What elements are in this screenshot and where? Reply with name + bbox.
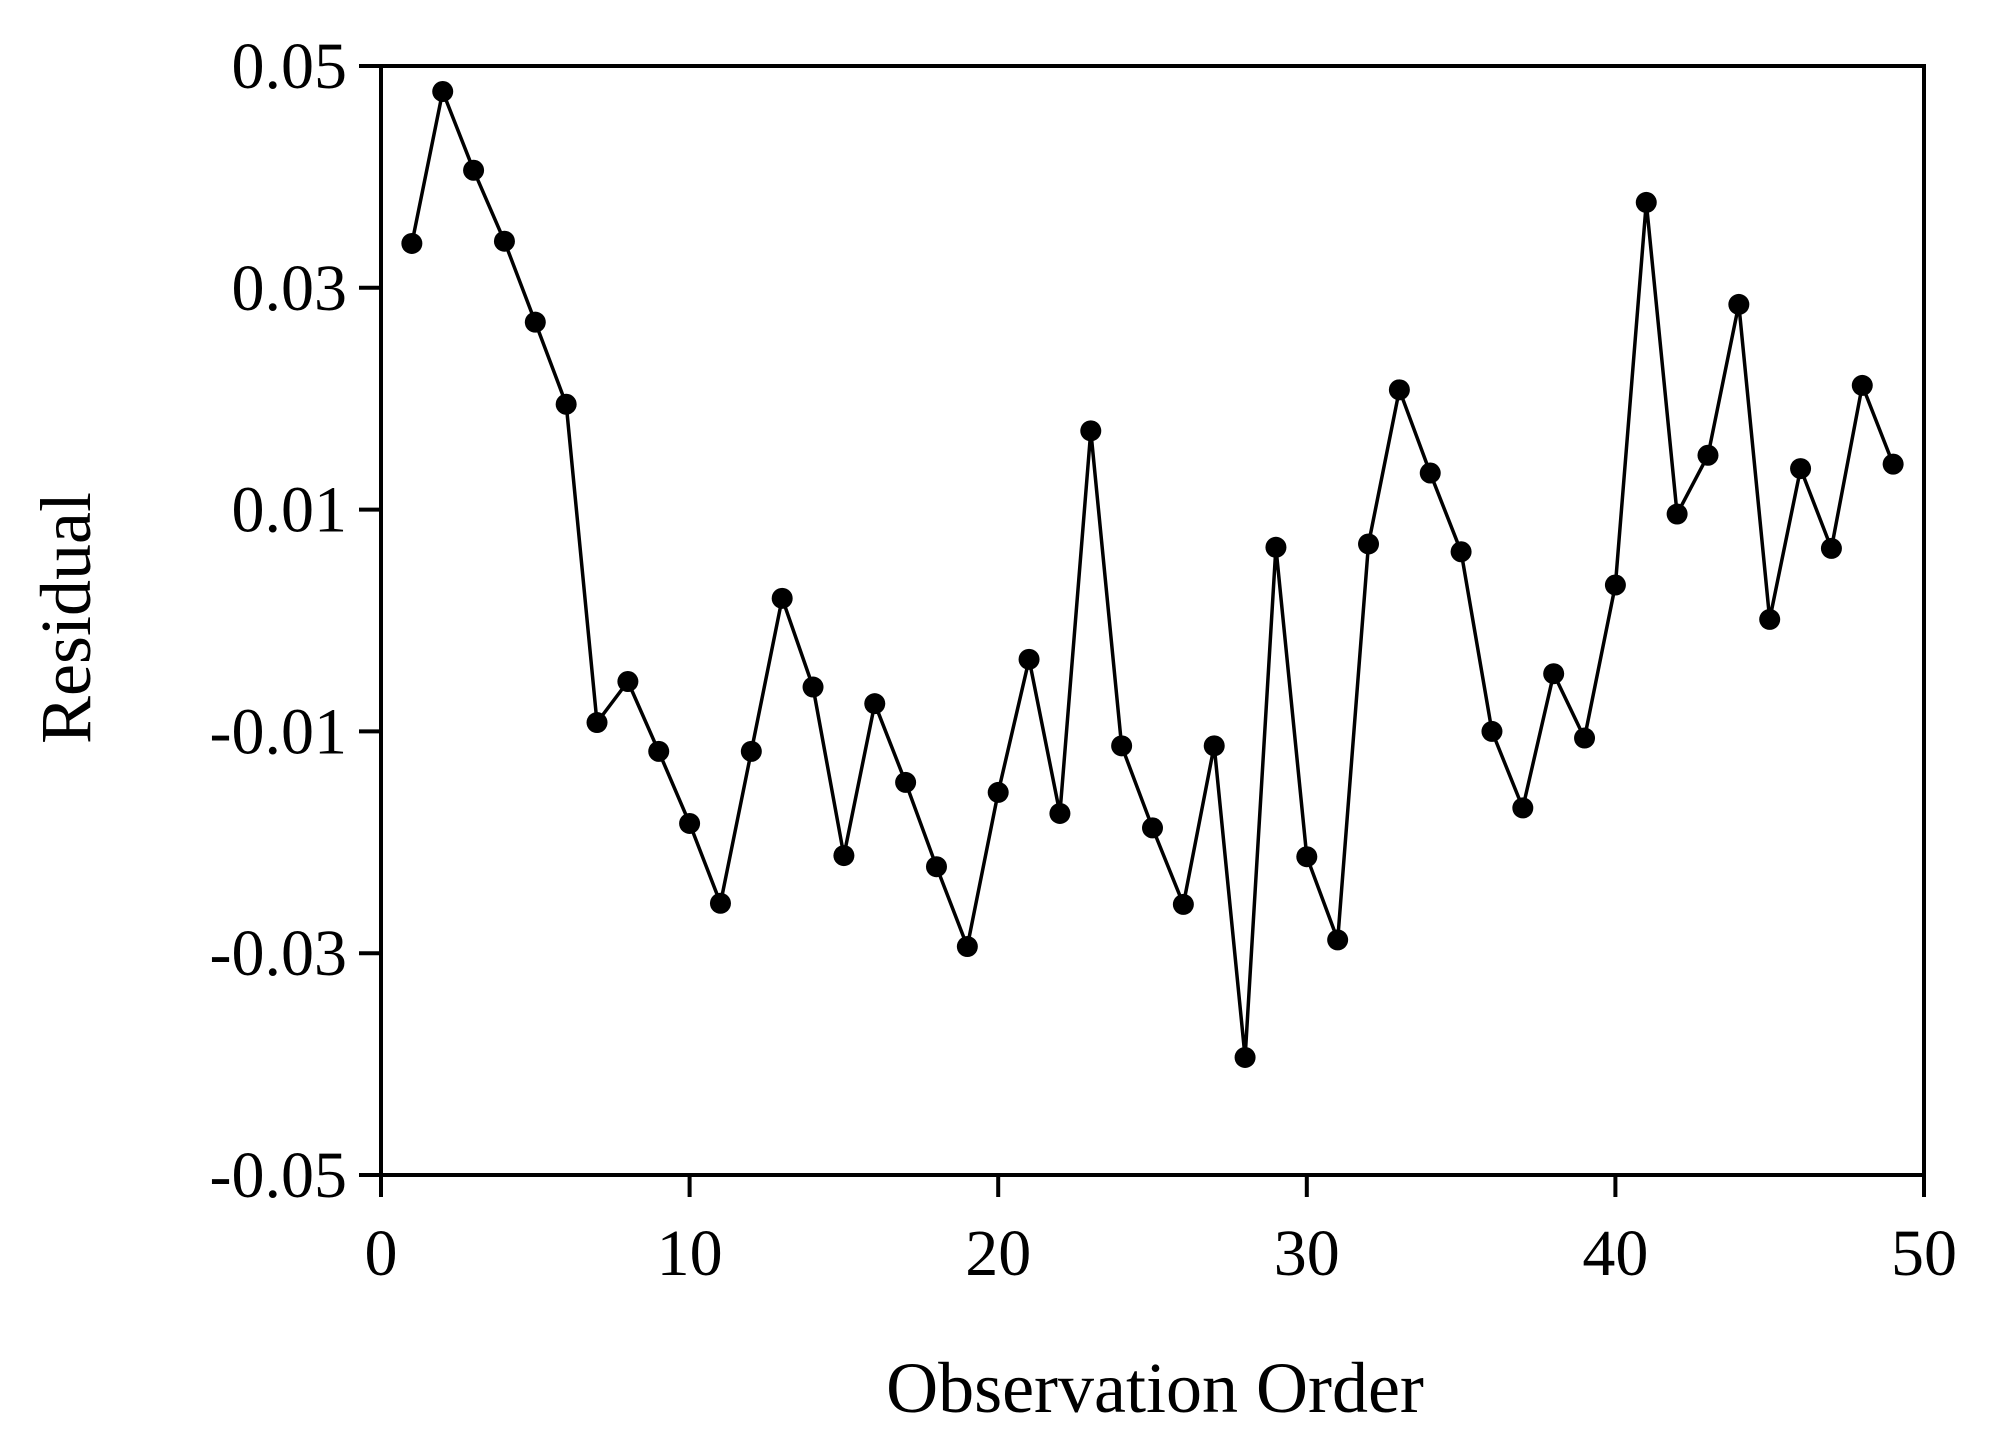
- axes-layer: 0.05 0.03 0.01 -0.01 -0.03 -0.050 10 20 30 40 50: [210, 30, 1957, 1290]
- data-point: [1388, 379, 1410, 401]
- data-point: [1419, 462, 1441, 484]
- data-point: [1759, 608, 1781, 630]
- data-point: [1543, 663, 1565, 685]
- data-point: [1203, 735, 1225, 757]
- data-point: [555, 393, 577, 415]
- y-tick-label: 0.05: [232, 30, 348, 103]
- y-tick-label: -0.03: [210, 917, 347, 990]
- data-point: [1728, 293, 1750, 315]
- data-point: [740, 740, 762, 762]
- data-point: [771, 587, 793, 609]
- data-point: [709, 892, 731, 914]
- data-point: [833, 845, 855, 867]
- x-tick-label: 40: [1582, 1217, 1648, 1290]
- y-axis-title: Residual: [26, 492, 106, 744]
- y-tick-label: -0.01: [210, 695, 347, 768]
- data-point: [895, 771, 917, 793]
- x-tick-label: 0: [365, 1217, 398, 1290]
- series-layer: [401, 81, 1904, 1068]
- data-point: [1481, 720, 1503, 742]
- data-point: [802, 676, 824, 698]
- data-point: [956, 936, 978, 958]
- data-point: [432, 81, 454, 103]
- data-point: [1358, 533, 1380, 555]
- x-tick-label: 10: [657, 1217, 723, 1290]
- data-point: [401, 232, 423, 254]
- y-tick-label: -0.05: [210, 1139, 347, 1212]
- data-point: [493, 230, 515, 252]
- data-point: [1820, 537, 1842, 559]
- data-point: [1666, 503, 1688, 525]
- plot-frame: [379, 64, 1926, 1177]
- data-point: [1265, 536, 1287, 558]
- data-point: [1450, 541, 1472, 563]
- data-point: [1080, 420, 1102, 442]
- data-point: [1142, 817, 1163, 839]
- data-point: [463, 159, 485, 181]
- data-point: [1234, 1046, 1256, 1068]
- x-tick-label: 50: [1891, 1217, 1957, 1290]
- x-tick-label: 30: [1274, 1217, 1340, 1290]
- data-point: [617, 670, 639, 692]
- data-point: [1574, 727, 1596, 749]
- data-point: [1172, 893, 1194, 915]
- data-point: [1327, 929, 1349, 951]
- data-point: [1111, 735, 1133, 757]
- data-point: [925, 856, 947, 878]
- data-point: [1296, 846, 1318, 868]
- data-point: [1790, 458, 1812, 480]
- data-point: [864, 693, 886, 715]
- x-axis-title: Observation Order: [886, 1348, 1424, 1428]
- data-point: [1512, 797, 1534, 819]
- x-tick-label: 20: [965, 1217, 1031, 1290]
- y-tick-label: 0.03: [232, 252, 348, 325]
- data-point: [524, 311, 546, 333]
- data-point: [1604, 574, 1626, 596]
- data-point: [679, 812, 701, 834]
- data-point: [1049, 802, 1071, 824]
- data-point: [648, 740, 670, 762]
- y-tick-label: 0.01: [232, 474, 348, 547]
- data-point: [987, 781, 1009, 803]
- data-point: [1635, 191, 1657, 213]
- series-line: [410, 89, 1895, 1060]
- data-point: [1018, 648, 1040, 670]
- data-point: [1697, 444, 1719, 466]
- data-point: [586, 712, 608, 734]
- data-point: [1851, 374, 1873, 396]
- data-point: [1882, 453, 1904, 475]
